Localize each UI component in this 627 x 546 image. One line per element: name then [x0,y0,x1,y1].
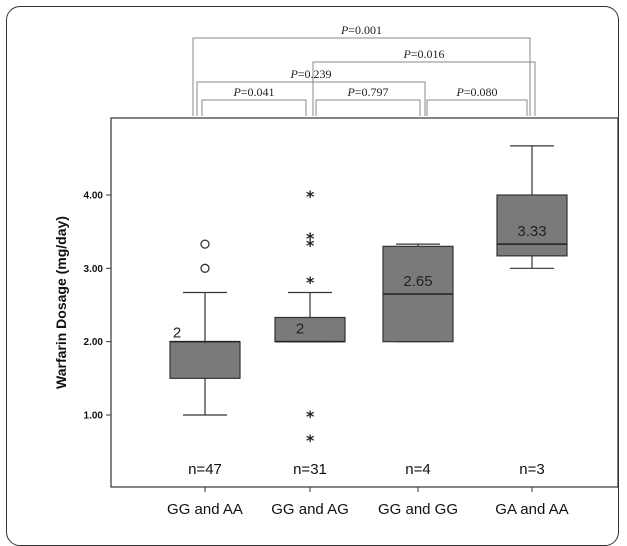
p-value: =0.001 [348,23,382,37]
x-category-label: GG and GG [378,501,458,518]
n-count-label: n=31 [293,461,327,478]
outlier-star: * [306,431,315,450]
median-label: 2.65 [403,273,432,290]
p-value-label: P=0.001 [340,23,382,37]
significance-bracket [192,37,531,116]
box-iqr [496,194,568,257]
p-value: =0.041 [241,85,275,99]
significance-bracket [312,61,536,116]
x-category-label: GG and AG [271,501,349,518]
p-symbol: P [340,23,349,37]
significance-bracket [426,99,528,116]
p-value: =0.239 [298,67,332,81]
median-label: 3.33 [517,223,546,240]
outlier-star: * [306,229,315,248]
box-iqr [274,316,346,343]
median-label: 2 [296,321,304,338]
plot-area [110,117,619,488]
y-tick-label: 2.00 [84,337,104,348]
p-value-label: P=0.797 [346,85,388,99]
outlier-star: * [306,407,315,426]
p-value-label: P=0.041 [232,85,274,99]
x-category-label: GG and AA [167,501,243,518]
outlier-star: * [306,187,315,206]
significance-bracket [201,99,307,116]
p-symbol: P [232,85,241,99]
y-tick-label: 3.00 [84,264,104,275]
outlier-circle [200,263,210,273]
n-count-label: n=4 [405,461,430,478]
p-value-label: P=0.016 [402,47,444,61]
p-symbol: P [455,85,464,99]
p-value: =0.016 [411,47,445,61]
significance-bracket [196,81,426,116]
p-symbol: P [346,85,355,99]
outlier-star: * [306,236,315,255]
y-tick-label: 4.00 [84,191,104,202]
p-symbol: P [402,47,411,61]
outlier-circle [200,239,210,249]
y-tick-label: 1.00 [84,411,104,422]
p-value-label: P=0.239 [289,67,331,81]
x-category-label: GA and AA [495,501,568,518]
n-count-label: n=47 [188,461,222,478]
y-axis-label: Warfarin Dosage (mg/day) [53,216,69,389]
median-label: 2 [173,325,181,342]
significance-bracket [315,99,421,116]
p-value-label: P=0.080 [455,85,497,99]
box-plot-chart: 1.00 2.00 3.00 4.00 Warfarin Dosage (mg/day)… [53,23,619,518]
box-iqr [169,341,241,379]
n-count-label: n=3 [519,461,544,478]
p-value: =0.797 [355,85,389,99]
p-value: =0.080 [464,85,498,99]
outlier-star: * [306,273,315,292]
p-symbol: P [289,67,298,81]
